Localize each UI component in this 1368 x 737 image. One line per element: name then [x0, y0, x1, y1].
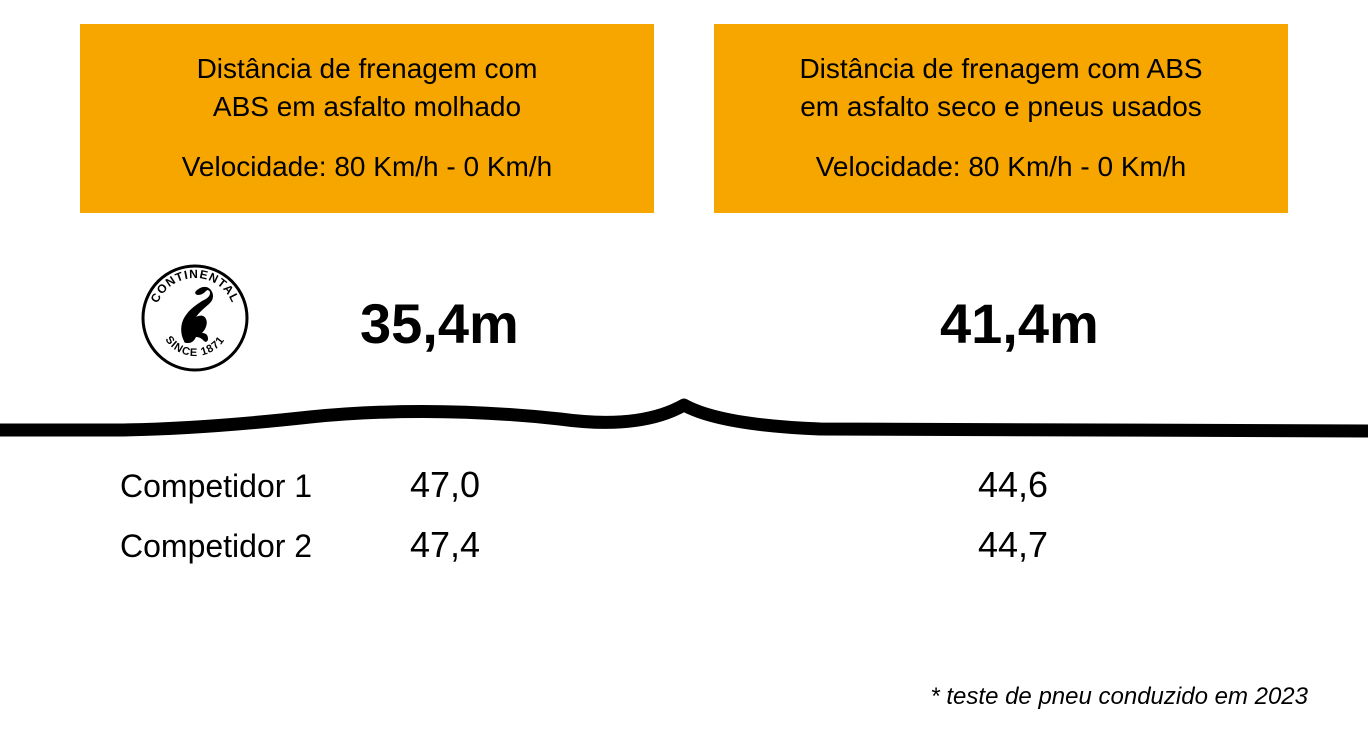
header-title-line2: ABS em asfalto molhado [110, 88, 624, 126]
continental-value-dry: 41,4m [940, 291, 1099, 356]
continental-logo-svg: CONTINENTAL SINCE 1871 [140, 263, 250, 373]
continental-logo: CONTINENTAL SINCE 1871 [140, 263, 250, 373]
competitor-rows: Competidor 1 47,0 44,6 Competidor 2 47,4… [0, 460, 1368, 580]
header-title-line2: em asfalto seco e pneus usados [744, 88, 1258, 126]
competitor-2-value-dry: 44,7 [978, 524, 1048, 566]
competitor-2-label: Competidor 2 [120, 528, 312, 565]
header-boxes: Distância de frenagem com ABS em asfalto… [0, 0, 1368, 213]
competitor-1-label: Competidor 1 [120, 468, 312, 505]
header-speed: Velocidade: 80 Km/h - 0 Km/h [744, 148, 1258, 186]
irregular-divider [0, 395, 1368, 455]
header-title-line1: Distância de frenagem com ABS [744, 50, 1258, 88]
header-box-dry: Distância de frenagem com ABS em asfalto… [714, 24, 1288, 213]
main-result-row: CONTINENTAL SINCE 1871 35,4m 41,4m [0, 263, 1368, 383]
competitor-row-2: Competidor 2 47,4 44,7 [0, 520, 1368, 580]
competitor-1-value-wet: 47,0 [410, 464, 480, 506]
footnote: * teste de pneu conduzido em 2023 [930, 683, 1308, 711]
header-box-wet: Distância de frenagem com ABS em asfalto… [80, 24, 654, 213]
header-speed: Velocidade: 80 Km/h - 0 Km/h [110, 148, 624, 186]
continental-value-wet: 35,4m [360, 291, 519, 356]
divider-path [0, 405, 1368, 431]
competitor-1-value-dry: 44,6 [978, 464, 1048, 506]
competitor-row-1: Competidor 1 47,0 44,6 [0, 460, 1368, 520]
header-title-line1: Distância de frenagem com [110, 50, 624, 88]
competitor-2-value-wet: 47,4 [410, 524, 480, 566]
